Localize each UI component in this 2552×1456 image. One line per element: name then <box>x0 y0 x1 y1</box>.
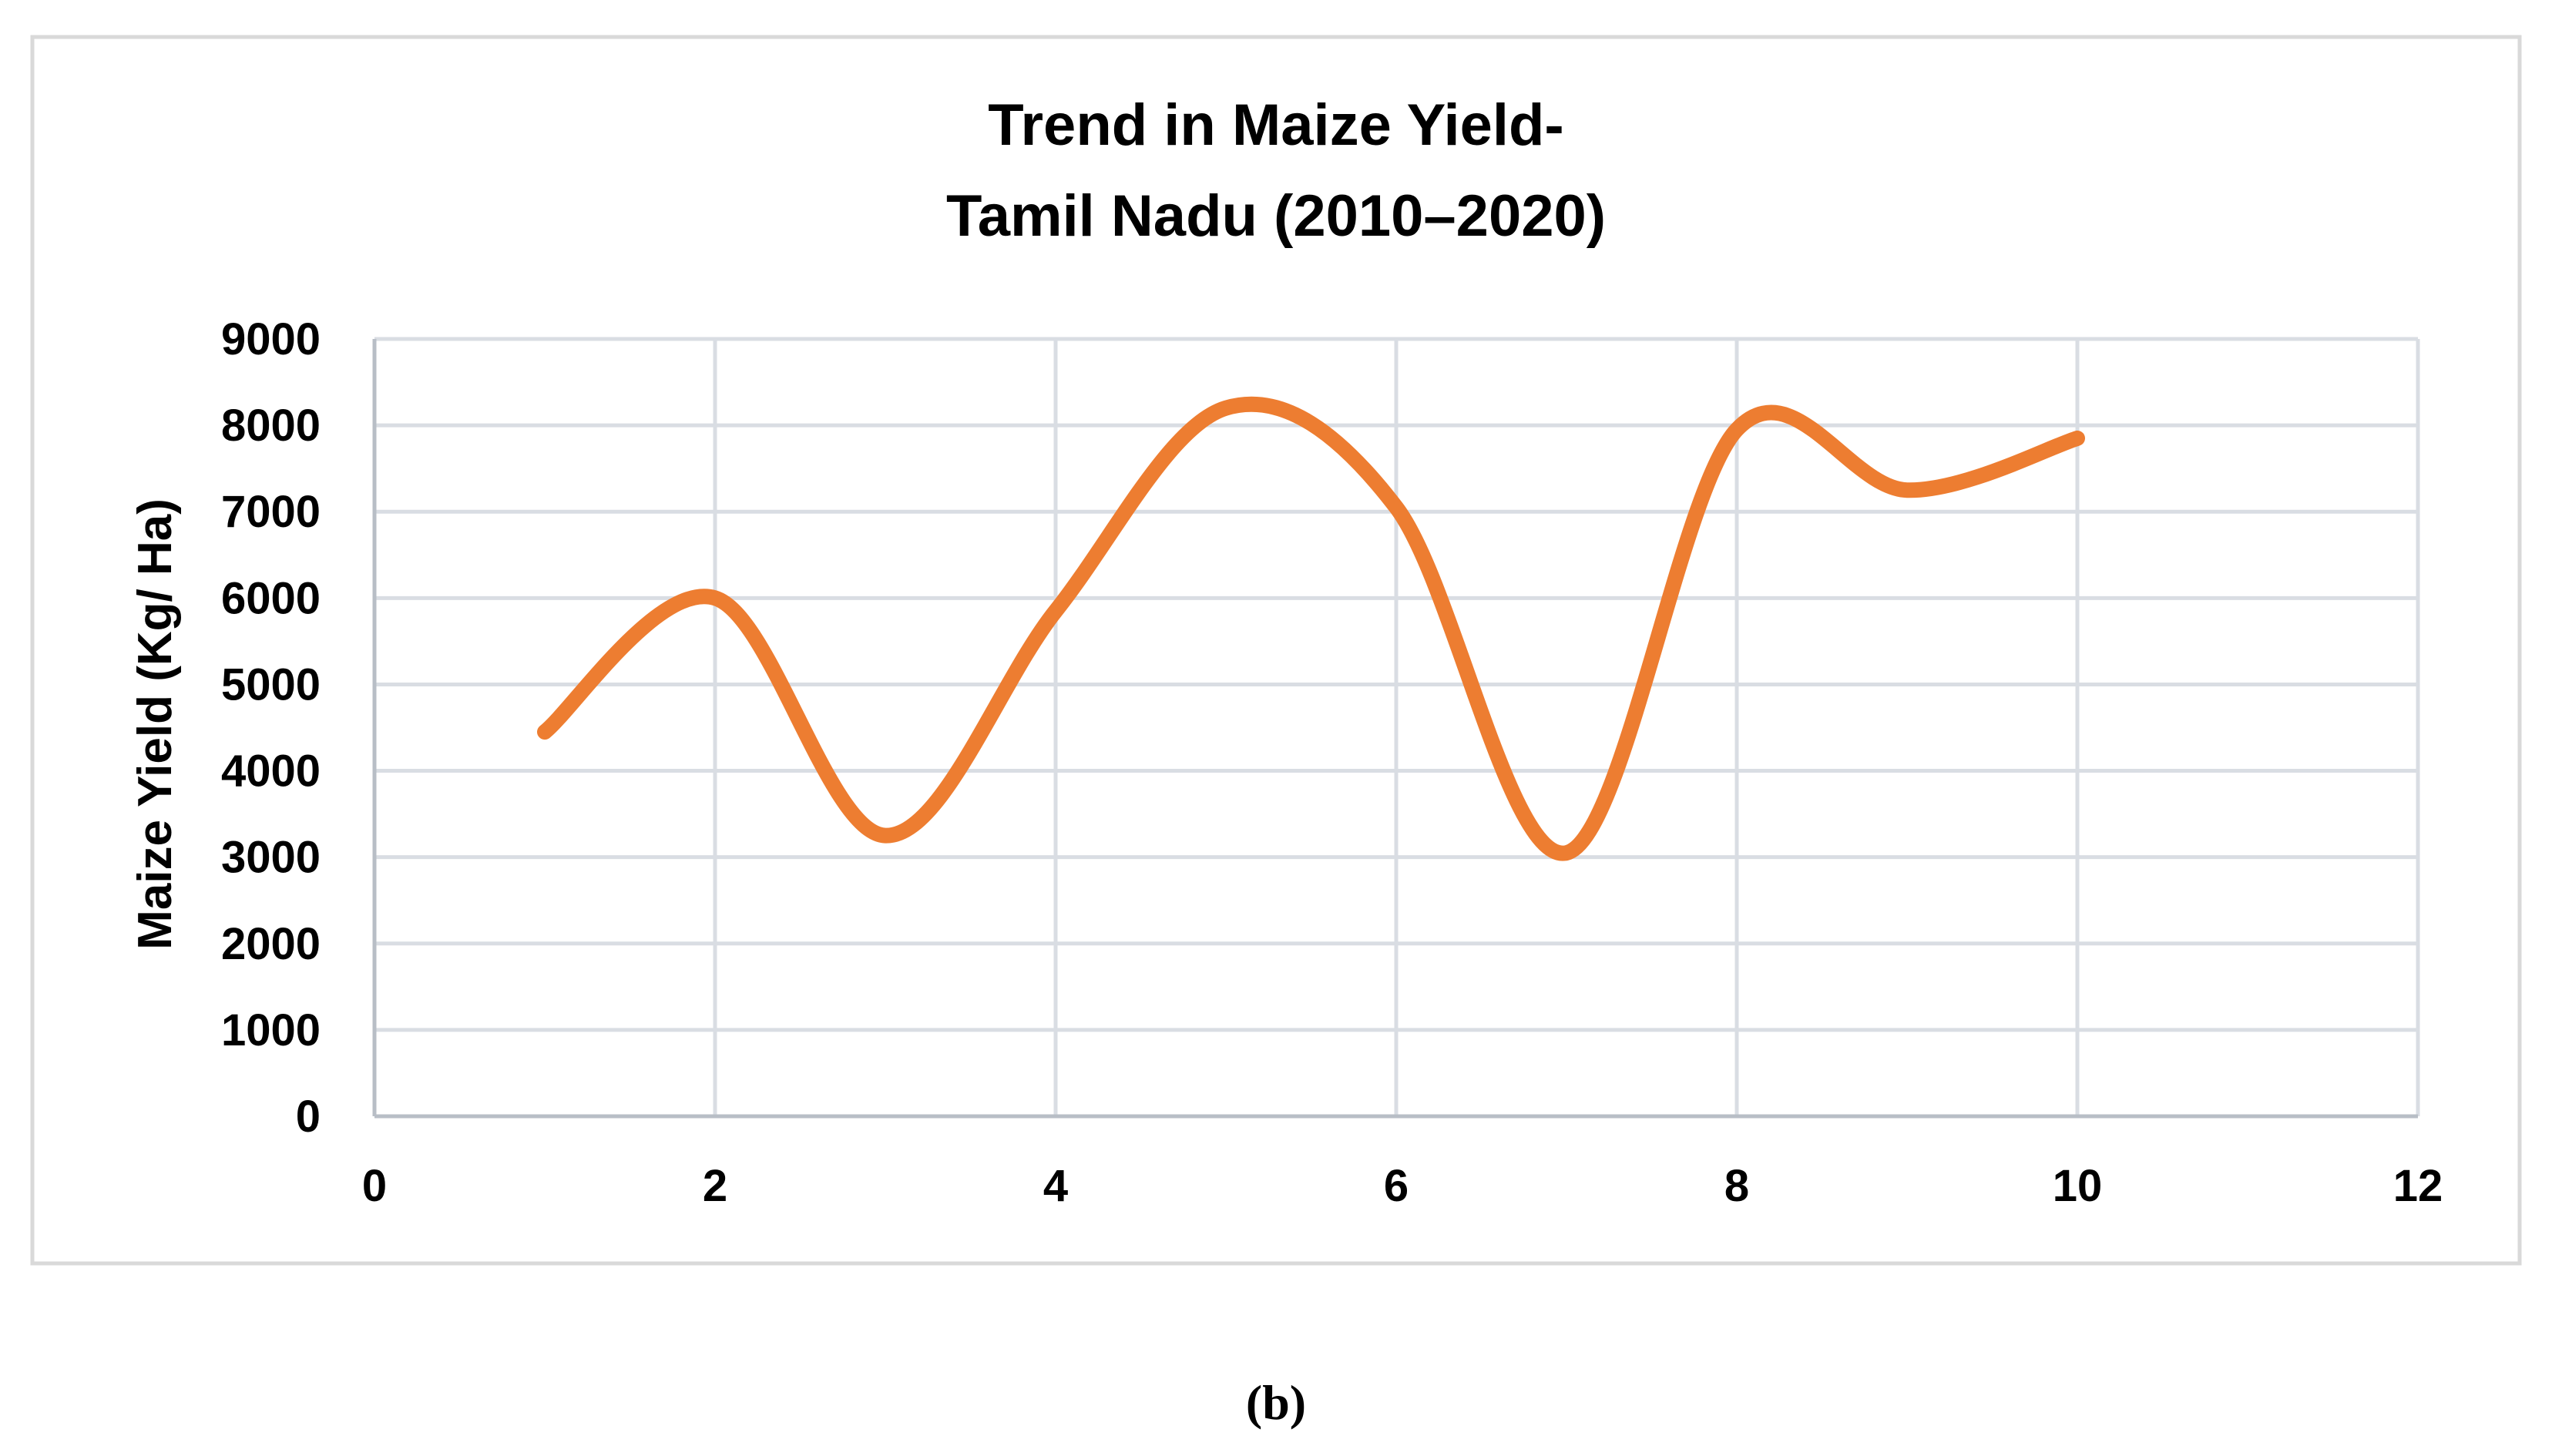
x-tick-label: 2 <box>703 1161 727 1211</box>
series <box>537 396 2085 861</box>
gridlines <box>374 337 2420 1116</box>
data-point <box>714 596 717 599</box>
data-point <box>1906 488 1909 491</box>
y-tick-label: 3000 <box>221 833 321 883</box>
data-point <box>1224 407 1227 410</box>
x-tick-label: 4 <box>1043 1161 1068 1211</box>
x-tick-label: 8 <box>1724 1161 1749 1211</box>
y-tick-label: 7000 <box>221 487 321 537</box>
y-tick-label: 6000 <box>221 573 321 623</box>
data-point <box>543 730 546 733</box>
y-tick-label: 4000 <box>221 746 321 797</box>
data-point <box>2076 437 2079 440</box>
y-tick-label: 1000 <box>221 1005 321 1055</box>
chart-title-line-1: Trend in Maize Yield- <box>988 92 1564 158</box>
data-point <box>1054 609 1057 612</box>
figure-caption: (b) <box>1246 1375 1306 1430</box>
tick-labels: 0 1000 2000 3000 4000 5000 6000 7000 8000 9000 0 2 4… <box>221 314 2443 1211</box>
y-tick-label: 8000 <box>221 401 321 451</box>
data-point <box>884 834 887 837</box>
axes <box>372 339 2418 1119</box>
y-axis-label: Maize Yield (Kg/ Ha) <box>129 498 182 950</box>
x-tick-label: 12 <box>2393 1161 2443 1211</box>
x-tick-label: 6 <box>1384 1161 1409 1211</box>
x-tick-label: 0 <box>362 1161 387 1211</box>
data-point <box>1735 428 1738 431</box>
y-tick-label: 9000 <box>221 314 321 364</box>
y-tick-label: 5000 <box>221 659 321 710</box>
x-tick-label: 10 <box>2053 1161 2103 1211</box>
y-tick-label: 0 <box>296 1092 321 1142</box>
data-point <box>1565 851 1568 854</box>
chart-frame <box>30 35 2522 1266</box>
y-tick-label: 2000 <box>221 919 321 969</box>
data-point <box>1395 506 1398 509</box>
series-line <box>537 396 2085 861</box>
chart-title-line-2: Tamil Nadu (2010–2020) <box>946 183 1606 249</box>
